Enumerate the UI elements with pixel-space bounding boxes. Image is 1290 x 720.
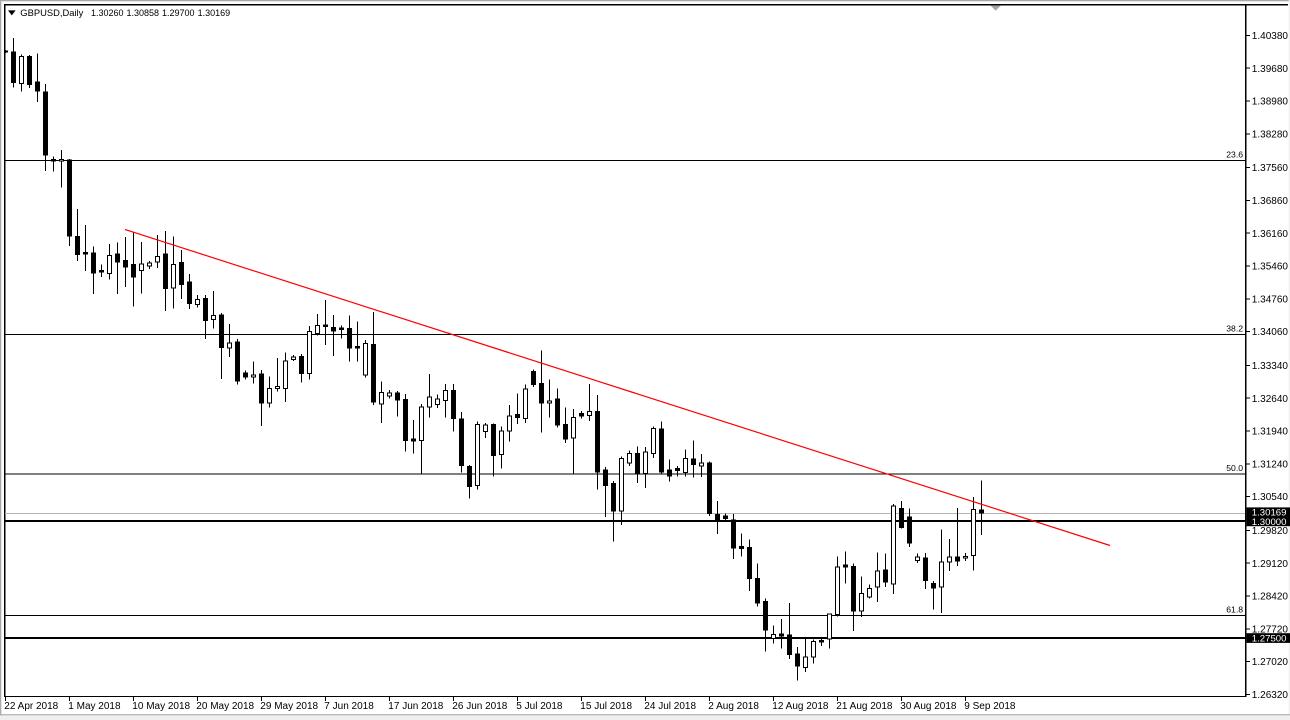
svg-text:20 May 2018: 20 May 2018 (196, 701, 254, 712)
svg-text:1.30169: 1.30169 (198, 8, 231, 18)
svg-text:1.38980: 1.38980 (1252, 97, 1289, 108)
svg-text:1.32640: 1.32640 (1252, 394, 1289, 405)
svg-text:1.34060: 1.34060 (1252, 327, 1289, 338)
svg-text:61.8: 61.8 (1226, 605, 1243, 615)
svg-text:1.36860: 1.36860 (1252, 196, 1289, 207)
svg-text:1.40380: 1.40380 (1252, 31, 1289, 42)
svg-text:1.27020: 1.27020 (1252, 657, 1289, 668)
svg-text:50.0: 50.0 (1226, 463, 1243, 473)
svg-text:1.29820: 1.29820 (1252, 526, 1289, 537)
svg-text:1.31240: 1.31240 (1252, 459, 1289, 470)
svg-text:1.30260: 1.30260 (91, 8, 124, 18)
svg-text:1.27720: 1.27720 (1252, 624, 1289, 635)
svg-text:1.34760: 1.34760 (1252, 294, 1289, 305)
svg-text:1.27500: 1.27500 (1252, 634, 1287, 645)
svg-text:1.36160: 1.36160 (1252, 229, 1289, 240)
svg-text:1.28420: 1.28420 (1252, 592, 1289, 603)
svg-text:1.30858: 1.30858 (127, 8, 160, 18)
svg-text:1.38280: 1.38280 (1252, 129, 1289, 140)
svg-text:1.33340: 1.33340 (1252, 361, 1289, 372)
svg-text:12 Aug 2018: 12 Aug 2018 (772, 701, 829, 712)
svg-text:24 Jul 2018: 24 Jul 2018 (644, 701, 696, 712)
svg-text:1.29700: 1.29700 (162, 8, 195, 18)
svg-text:17 Jun 2018: 17 Jun 2018 (388, 701, 443, 712)
svg-text:1.37560: 1.37560 (1252, 163, 1289, 174)
svg-text:10 May 2018: 10 May 2018 (132, 701, 190, 712)
svg-text:21 Aug 2018: 21 Aug 2018 (836, 701, 893, 712)
svg-text:1.30169: 1.30169 (1252, 508, 1287, 519)
svg-text:1.30540: 1.30540 (1252, 492, 1289, 503)
svg-text:1.30000: 1.30000 (1252, 517, 1287, 528)
svg-text:1.31940: 1.31940 (1252, 427, 1289, 438)
svg-text:1.39680: 1.39680 (1252, 64, 1289, 75)
svg-text:7 Jun 2018: 7 Jun 2018 (324, 701, 374, 712)
svg-text:15 Jul 2018: 15 Jul 2018 (580, 701, 632, 712)
svg-text:5 Jul 2018: 5 Jul 2018 (516, 701, 563, 712)
svg-text:26 Jun 2018: 26 Jun 2018 (452, 701, 507, 712)
svg-text:1.29120: 1.29120 (1252, 559, 1289, 570)
svg-text:1.26320: 1.26320 (1252, 690, 1289, 701)
svg-text:23.6: 23.6 (1226, 150, 1243, 160)
svg-text:22 Apr 2018: 22 Apr 2018 (4, 701, 58, 712)
svg-text:2 Aug 2018: 2 Aug 2018 (708, 701, 759, 712)
svg-text:38.2: 38.2 (1226, 324, 1243, 334)
svg-text:GBPUSD,Daily: GBPUSD,Daily (20, 7, 83, 18)
svg-text:30 Aug 2018: 30 Aug 2018 (900, 701, 957, 712)
svg-text:1.35460: 1.35460 (1252, 262, 1289, 273)
svg-text:29 May 2018: 29 May 2018 (260, 701, 318, 712)
svg-text:9 Sep 2018: 9 Sep 2018 (964, 701, 1016, 712)
svg-text:1 May 2018: 1 May 2018 (68, 701, 121, 712)
